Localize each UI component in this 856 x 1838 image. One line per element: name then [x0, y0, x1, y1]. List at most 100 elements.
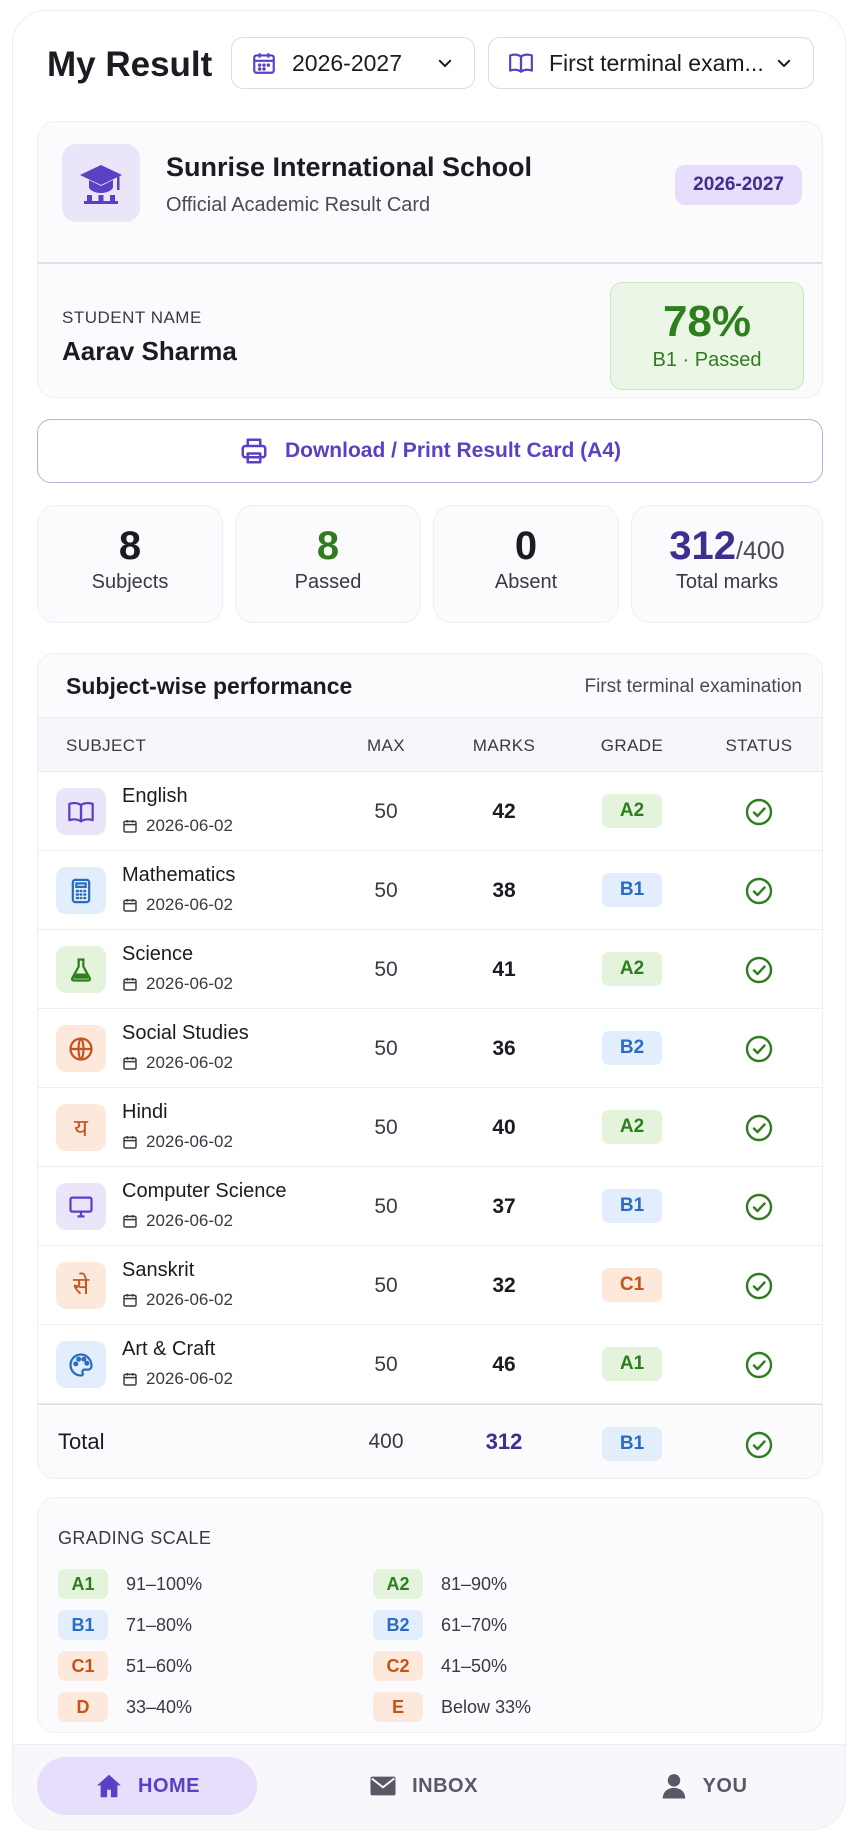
table-row: Social Studies 2026-06-02 50 36 B2: [38, 1009, 822, 1088]
calculator-icon: [56, 867, 106, 914]
table-row: Computer Science 2026-06-02 50 37 B1: [38, 1167, 822, 1246]
check-circle-icon: [744, 955, 774, 985]
home-icon: [94, 1771, 124, 1801]
table-row: Mathematics 2026-06-02 50 38 B1: [38, 851, 822, 930]
grade-badge: D: [58, 1692, 108, 1722]
exam-dropdown-value: First terminal exam...: [549, 49, 764, 76]
obtained-marks: 42: [492, 800, 516, 823]
calendar-icon: [122, 1055, 138, 1071]
max-marks: 50: [374, 1116, 398, 1139]
total-row: Total 400 312 B1: [38, 1404, 822, 1478]
palette-icon: [56, 1341, 106, 1388]
nav-inbox[interactable]: INBOX: [353, 1757, 493, 1815]
download-print-button[interactable]: Download / Print Result Card (A4): [37, 419, 823, 483]
max-marks: 50: [374, 879, 398, 902]
max-marks: 50: [374, 1274, 398, 1297]
subject-name: Social Studies: [122, 1022, 249, 1044]
grade-badge: B2: [602, 1031, 662, 1065]
year-dropdown[interactable]: 2026-2027: [231, 37, 475, 89]
stat-label: Subjects: [91, 571, 169, 593]
exam-date-value: 2026-06-02: [146, 1290, 233, 1309]
obtained-marks: 41: [492, 958, 516, 981]
grade-badge: B2: [373, 1610, 423, 1640]
grade-range: 91–100%: [126, 1573, 203, 1594]
calendar-icon: [122, 1292, 138, 1308]
exam-date: 2026-06-02: [122, 1211, 233, 1231]
exam-date-value: 2026-06-02: [146, 1369, 233, 1388]
grade-badge: C2: [373, 1651, 423, 1681]
grading-scale-item: A1 91–100%: [58, 1569, 202, 1599]
max-marks: 50: [374, 1195, 398, 1218]
grading-scale-item: D 33–40%: [58, 1692, 192, 1722]
exam-date: 2026-06-02: [122, 1053, 233, 1073]
header: My Result 2026-2027 First terminal exam.…: [13, 11, 845, 121]
grade-badge: A2: [373, 1569, 423, 1599]
exam-date: 2026-06-02: [122, 816, 233, 836]
table-title: Subject-wise performance: [66, 673, 353, 699]
obtained-marks: 32: [492, 1274, 516, 1297]
student-name-label: STUDENT NAME: [62, 308, 202, 327]
open-book-icon: [507, 49, 535, 77]
check-circle-icon: [744, 1350, 774, 1380]
grade-badge: B1: [58, 1610, 108, 1640]
table-row: English 2026-06-02 50 42 A2: [38, 772, 822, 851]
bottom-nav: HOME INBOX YOU: [13, 1744, 845, 1829]
stat-label: Absent: [494, 571, 558, 593]
subject-name: English: [122, 785, 188, 807]
table-header: Subject-wise performance First terminal …: [38, 654, 822, 718]
chevron-down-icon: [434, 52, 456, 74]
overall-score: 78% B1 · Passed: [610, 282, 804, 390]
divider: [38, 262, 822, 264]
subject-name: Sanskrit: [122, 1259, 195, 1281]
calendar-icon: [122, 1213, 138, 1229]
column-header-max: MAX: [366, 736, 406, 755]
grading-scale-item: C2 41–50%: [373, 1651, 507, 1681]
exam-date: 2026-06-02: [122, 974, 233, 994]
nav-home[interactable]: HOME: [37, 1757, 257, 1815]
table-body: English 2026-06-02 50 42 A2 Mathematics …: [38, 772, 822, 1404]
subject-name: Science: [122, 943, 194, 965]
total-marks-value: 312: [669, 524, 737, 568]
grading-scale-item: B1 71–80%: [58, 1610, 192, 1640]
table-row: Science 2026-06-02 50 41 A2: [38, 930, 822, 1009]
nav-inbox-label: INBOX: [412, 1774, 478, 1797]
column-header-subject: SUBJECT: [66, 736, 147, 755]
stat-subjects: 8 Subjects: [37, 505, 223, 623]
grade-range: 33–40%: [126, 1696, 193, 1717]
result-card: Sunrise International School Official Ac…: [37, 121, 823, 398]
calendar-icon: [122, 976, 138, 992]
subject-glyph: य: [74, 1114, 88, 1142]
grade-range: 71–80%: [126, 1614, 193, 1635]
total-marks: 312: [485, 1429, 523, 1454]
sanskrit-letter-icon: से: [56, 1262, 106, 1309]
person-icon: [659, 1771, 689, 1801]
table-row: Art & Craft 2026-06-02 50 46 A1: [38, 1325, 822, 1404]
exam-date-value: 2026-06-02: [146, 816, 233, 835]
check-circle-icon: [744, 1192, 774, 1222]
table-exam-name: First terminal examination: [584, 676, 802, 697]
stat-label: Passed: [294, 571, 362, 593]
printer-icon: [239, 436, 269, 466]
column-header-marks: MARKS: [472, 736, 536, 755]
grade-badge: A2: [602, 1110, 662, 1144]
stat-absent: 0 Absent: [433, 505, 619, 623]
total-label: Total: [58, 1429, 105, 1454]
nav-you[interactable]: YOU: [643, 1757, 763, 1815]
year-dropdown-value: 2026-2027: [292, 49, 402, 76]
table-row: से Sanskrit 2026-06-02 50 32 C1: [38, 1246, 822, 1325]
exam-date-value: 2026-06-02: [146, 1211, 233, 1230]
calendar-icon: [122, 1371, 138, 1387]
grade-badge: A2: [602, 952, 662, 986]
exam-dropdown[interactable]: First terminal exam...: [488, 37, 814, 89]
grade-badge: C1: [602, 1268, 662, 1302]
grade-badge: A1: [602, 1347, 662, 1381]
stat-passed: 8 Passed: [235, 505, 421, 623]
exam-date: 2026-06-02: [122, 1369, 233, 1389]
grade-badge: A1: [58, 1569, 108, 1599]
subject-name: Computer Science: [122, 1180, 287, 1202]
obtained-marks: 36: [492, 1037, 516, 1060]
subject-performance-table: Subject-wise performance First terminal …: [37, 653, 823, 1479]
total-grade-badge: B1: [602, 1427, 662, 1461]
calendar-icon: [122, 1134, 138, 1150]
check-circle-icon: [744, 797, 774, 827]
